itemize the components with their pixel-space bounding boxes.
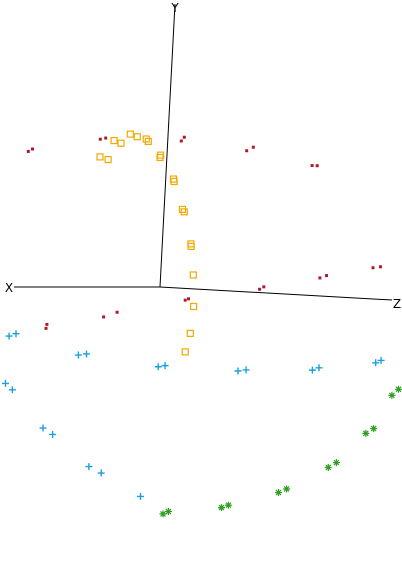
data-point-s1-11 (181, 348, 189, 356)
data-point-s3-12 (308, 366, 316, 374)
data-point-s3-2 (242, 366, 250, 374)
data-point-s1-4 (157, 151, 165, 159)
z-axis-label: Z (393, 297, 401, 311)
data-point-s3-7 (2, 379, 9, 387)
data-point-s2-12 (218, 504, 225, 512)
data-point-s2-13 (159, 510, 167, 518)
data-points-group (2, 130, 402, 518)
data-point-s0-12 (44, 326, 48, 330)
data-point-s1-5 (169, 175, 178, 183)
data-point-s3-9 (85, 463, 93, 471)
data-point-s3-3 (161, 362, 169, 370)
data-point-s0-33 (115, 310, 119, 314)
data-point-s0-0 (315, 164, 319, 168)
data-point-s0-1 (251, 145, 255, 149)
data-point-s1-10 (186, 329, 194, 337)
x-axis-label: X (5, 281, 13, 295)
z-axis-line (159, 286, 393, 301)
data-point-s3-5 (12, 330, 20, 338)
data-point-s0-15 (258, 287, 262, 291)
data-point-s1-8 (189, 271, 197, 279)
data-point-s3-4 (83, 350, 90, 358)
y-axis-label: Y (170, 1, 179, 15)
data-point-s2-4 (283, 485, 291, 493)
data-point-s3-13 (234, 367, 242, 375)
series-0 (26, 135, 382, 330)
data-point-s2-11 (275, 489, 282, 497)
data-point-s1-1 (110, 136, 118, 145)
data-point-s0-36 (325, 274, 328, 278)
series-2 (159, 385, 402, 518)
data-point-s0-20 (310, 164, 314, 168)
data-point-s0-23 (98, 137, 102, 141)
data-point-s2-6 (164, 508, 172, 516)
data-point-s2-1 (395, 385, 402, 393)
data-point-s3-11 (372, 359, 380, 367)
data-point-s3-10 (137, 492, 144, 500)
data-point-s3-17 (8, 386, 16, 394)
data-point-s2-10 (324, 463, 332, 471)
series-3 (2, 330, 385, 500)
data-point-s1-18 (180, 208, 188, 216)
y-axis-line (159, 3, 176, 288)
data-point-s0-24 (26, 149, 30, 153)
data-point-s0-37 (379, 265, 382, 269)
data-point-s3-1 (315, 364, 323, 372)
data-point-s3-14 (154, 363, 162, 371)
axes-group: Y X Z (5, 1, 401, 311)
data-point-s3-16 (5, 332, 13, 340)
data-point-s1-12 (104, 155, 112, 164)
data-point-s1-16 (156, 153, 164, 162)
data-point-s1-2 (126, 130, 134, 138)
data-point-s1-3 (142, 135, 150, 143)
data-point-s0-21 (245, 149, 249, 153)
data-point-s1-19 (187, 242, 195, 250)
data-point-s1-13 (117, 139, 125, 147)
data-point-s3-0 (377, 356, 385, 364)
data-point-s0-34 (187, 297, 190, 301)
data-point-s3-8 (39, 424, 47, 432)
data-point-s0-14 (183, 298, 187, 302)
data-point-s2-5 (224, 501, 232, 509)
data-point-s1-15 (144, 137, 152, 145)
data-point-s0-13 (102, 315, 106, 319)
data-point-s0-4 (31, 147, 34, 151)
series-1 (96, 130, 198, 356)
data-point-s1-14 (133, 133, 141, 141)
data-point-s1-17 (170, 177, 178, 186)
data-point-s0-2 (182, 135, 186, 139)
data-point-s3-18 (49, 430, 57, 438)
data-point-s1-9 (190, 302, 198, 311)
data-point-s2-8 (388, 391, 396, 399)
data-point-s3-15 (74, 351, 82, 359)
data-point-s0-22 (179, 139, 183, 143)
data-point-s1-0 (96, 153, 104, 161)
data-point-s0-16 (318, 276, 322, 280)
data-point-s0-3 (104, 136, 108, 140)
data-point-s0-17 (371, 266, 375, 270)
data-point-s2-9 (362, 429, 370, 437)
data-point-s0-32 (45, 322, 49, 326)
data-point-s2-3 (332, 459, 340, 467)
data-point-s2-2 (370, 425, 378, 433)
data-point-s3-19 (97, 469, 105, 477)
data-point-s0-35 (262, 285, 266, 289)
